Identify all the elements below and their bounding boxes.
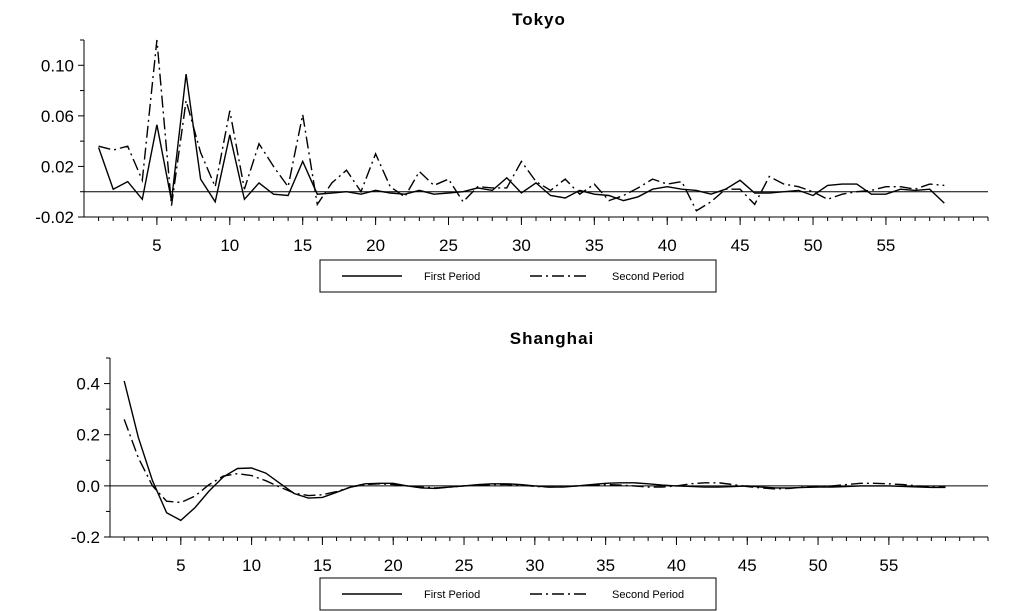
legend: First Period Second Period — [319, 577, 717, 611]
series-line-first-period — [97, 74, 945, 204]
x-tick-label: 50 — [804, 236, 823, 255]
x-tick-label: 10 — [242, 556, 261, 575]
x-tick-label: 50 — [809, 556, 828, 575]
x-tick-label: 15 — [293, 236, 312, 255]
x-tick-label: 35 — [596, 556, 615, 575]
x-tick-label: 40 — [667, 556, 686, 575]
y-tick-label: -0.02 — [35, 208, 74, 227]
x-tick-label: 30 — [512, 236, 531, 255]
legend: First Period Second Period — [319, 259, 717, 293]
chart-title: Tokyo — [512, 10, 566, 29]
x-tick-label: 25 — [455, 556, 474, 575]
x-tick-label: 35 — [585, 236, 604, 255]
x-tick-label: 45 — [738, 556, 757, 575]
x-tick-label: 40 — [658, 236, 677, 255]
x-tick-label: 20 — [366, 236, 385, 255]
y-tick-label: 0.0 — [76, 477, 100, 496]
x-tick-label: 20 — [384, 556, 403, 575]
x-tick-label: 55 — [879, 556, 898, 575]
x-tick-label: 30 — [525, 556, 544, 575]
y-tick-label: 0.02 — [41, 157, 74, 176]
y-tick-label: 0.10 — [41, 56, 74, 75]
y-tick-label: 0.06 — [41, 107, 74, 126]
legend-label: First Period — [424, 271, 480, 283]
x-tick-label: 45 — [731, 236, 750, 255]
x-tick-label: 5 — [176, 556, 185, 575]
series-line-second-period — [98, 39, 945, 212]
legend-label: First Period — [424, 589, 480, 601]
y-tick-label: 0.2 — [76, 426, 100, 445]
x-tick-label: 10 — [220, 236, 239, 255]
legend-box — [319, 577, 717, 611]
legend-label: Second Period — [612, 271, 684, 283]
y-tick-label: -0.2 — [71, 528, 100, 547]
chart-panel-tokyo: Tokyo -0.02 0.02 0.06 0.10 5 10 15 20 25 30 35 40 45 5… — [35, 10, 989, 293]
series-line-second-period — [123, 419, 946, 504]
chart-title: Shanghai — [510, 329, 595, 348]
series-line-first-period — [123, 380, 946, 522]
legend-label: Second Period — [612, 589, 684, 601]
chart-panel-shanghai: Shanghai -0.2 0.0 0.2 0.4 5 10 15 20 25 30 35 40 45 50… — [71, 329, 989, 611]
x-tick-label: 25 — [439, 236, 458, 255]
x-tick-label: 5 — [152, 236, 161, 255]
y-tick-label: 0.4 — [76, 375, 100, 394]
x-tick-label: 55 — [876, 236, 895, 255]
x-tick-label: 15 — [313, 556, 332, 575]
